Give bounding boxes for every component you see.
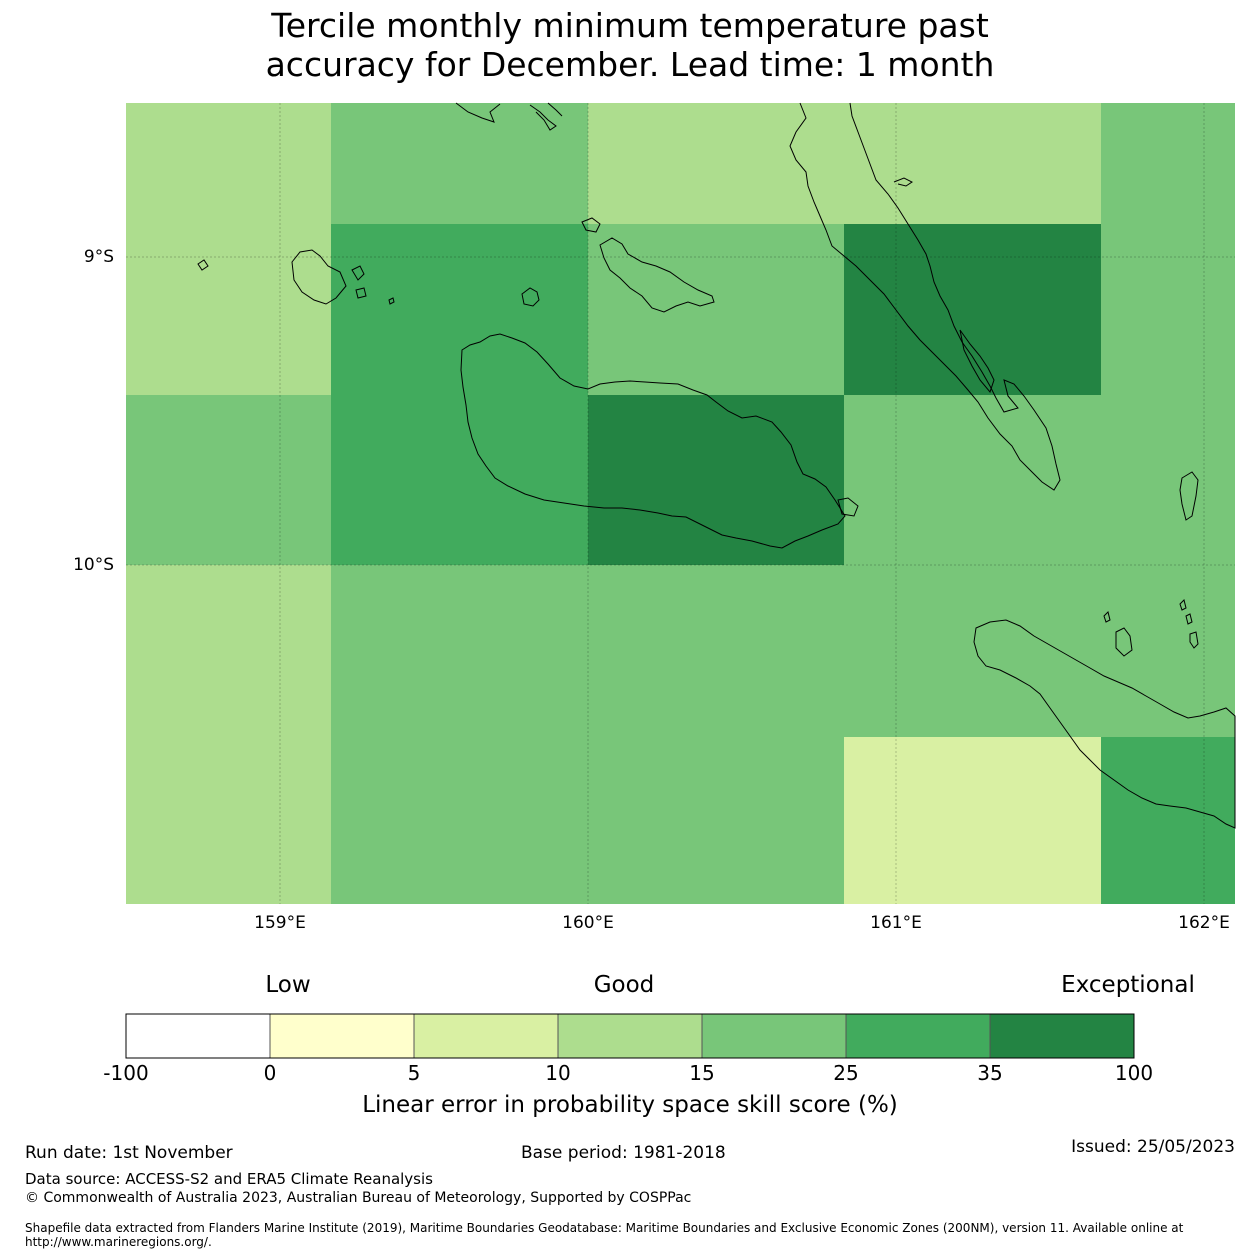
grid-cell — [126, 103, 331, 224]
santa-isabel-coast — [455, 102, 501, 123]
colorbar-tick-label: 10 — [545, 1061, 571, 1085]
grid-cell — [844, 224, 1101, 395]
y-tick-label: 10°S — [73, 555, 114, 575]
colorbar-frame — [125, 1013, 1135, 1059]
colorbar-segment — [701, 1013, 847, 1059]
grid-cell — [1101, 224, 1235, 395]
ugi-island — [1115, 627, 1133, 657]
small-malaita-coast — [959, 329, 995, 394]
grid-cell — [331, 224, 588, 395]
colorbar-tick-label: 100 — [1114, 1061, 1154, 1085]
grid-cell — [844, 565, 1101, 737]
colorbar-tick-label: 5 — [407, 1061, 421, 1085]
grid-cell — [331, 565, 588, 737]
western-islet — [197, 259, 209, 271]
colorbar-category-low: Low — [265, 972, 311, 998]
colorbar — [125, 1013, 1135, 1059]
colorbar-tick-label: 15 — [689, 1061, 715, 1085]
colorbar-category-exceptional: Exceptional — [1061, 972, 1195, 998]
copyright: © Commonwealth of Australia 2023, Austra… — [25, 1190, 692, 1206]
x-tick-label: 160°E — [562, 913, 614, 933]
colorbar-tick-label: -100 — [103, 1061, 149, 1085]
shapefile-note: Shapefile data extracted from Flanders M… — [25, 1221, 1184, 1249]
title-line-1: Tercile monthly minimum temperature past — [271, 6, 989, 45]
grid-cell — [331, 395, 588, 565]
x-tick-label: 159°E — [254, 913, 306, 933]
colorbar-label: Linear error in probability space skill … — [362, 1092, 898, 1118]
grid-cell — [1101, 737, 1235, 904]
russell-islet-2 — [355, 287, 367, 299]
grid-cell — [126, 224, 331, 395]
nggela-islands — [599, 237, 715, 313]
chart-title: Tercile monthly minimum temperature past… — [0, 6, 1260, 84]
malaita-coastline — [789, 102, 1061, 491]
colorbar-category-good: Good — [593, 972, 655, 998]
grid-cell — [126, 737, 331, 904]
savo-island — [521, 287, 540, 307]
small-islet-east-2 — [1179, 599, 1187, 611]
small-islet-east-1 — [1103, 611, 1111, 623]
y-tick-label: 9°S — [83, 247, 114, 267]
base-period: Base period: 1981-2018 — [521, 1143, 726, 1163]
small-islet — [388, 297, 395, 305]
grid-cell — [1101, 395, 1235, 565]
colorbar-segment — [269, 1013, 415, 1059]
grid-cell — [844, 737, 1101, 904]
makira-coastline — [973, 619, 1236, 829]
colorbar-segment — [845, 1013, 991, 1059]
x-tick-label: 161°E — [870, 913, 922, 933]
title-line-2: accuracy for December. Lead time: 1 mont… — [265, 45, 995, 84]
issued-date: Issued: 25/05/2023 — [1071, 1137, 1235, 1157]
graticule — [126, 103, 1235, 904]
grid-cell — [844, 103, 1101, 224]
small-islet-east-3 — [1185, 613, 1193, 625]
grid-cell — [331, 737, 588, 904]
colorbar-tick-label: 0 — [263, 1061, 277, 1085]
skill-grid-cells — [126, 103, 1235, 904]
grid-cell — [588, 737, 844, 904]
marau-islet — [837, 497, 859, 517]
grid-cell — [331, 103, 588, 224]
santa-isabel-islets — [529, 102, 563, 131]
grid-cell — [844, 395, 1101, 565]
grid-cell — [588, 103, 844, 224]
colorbar-segment — [413, 1013, 559, 1059]
grid-cell — [588, 224, 844, 395]
run-date: Run date: 1st November — [25, 1143, 233, 1163]
grid-cell — [126, 565, 331, 737]
russell-islands — [291, 249, 347, 305]
malaita-bay — [893, 177, 913, 187]
data-source: Data source: ACCESS-S2 and ERA5 Climate … — [25, 1170, 433, 1188]
grid-cell — [588, 395, 844, 565]
small-islet-east-4 — [1189, 631, 1199, 649]
coastlines — [197, 102, 1236, 829]
grid-cell — [588, 565, 844, 737]
x-tick-label: 162°E — [1178, 913, 1230, 933]
colorbar-segment — [125, 1013, 271, 1059]
grid-cell — [126, 395, 331, 565]
colorbar-tick-label: 35 — [977, 1061, 1003, 1085]
colorbar-segment — [989, 1013, 1135, 1059]
grid-cell — [1101, 103, 1235, 224]
ulawa-island — [1179, 471, 1199, 521]
russell-islet — [351, 265, 365, 281]
colorbar-tick-label: 25 — [833, 1061, 859, 1085]
colorbar-segment — [557, 1013, 703, 1059]
nggela-islet — [581, 217, 601, 233]
